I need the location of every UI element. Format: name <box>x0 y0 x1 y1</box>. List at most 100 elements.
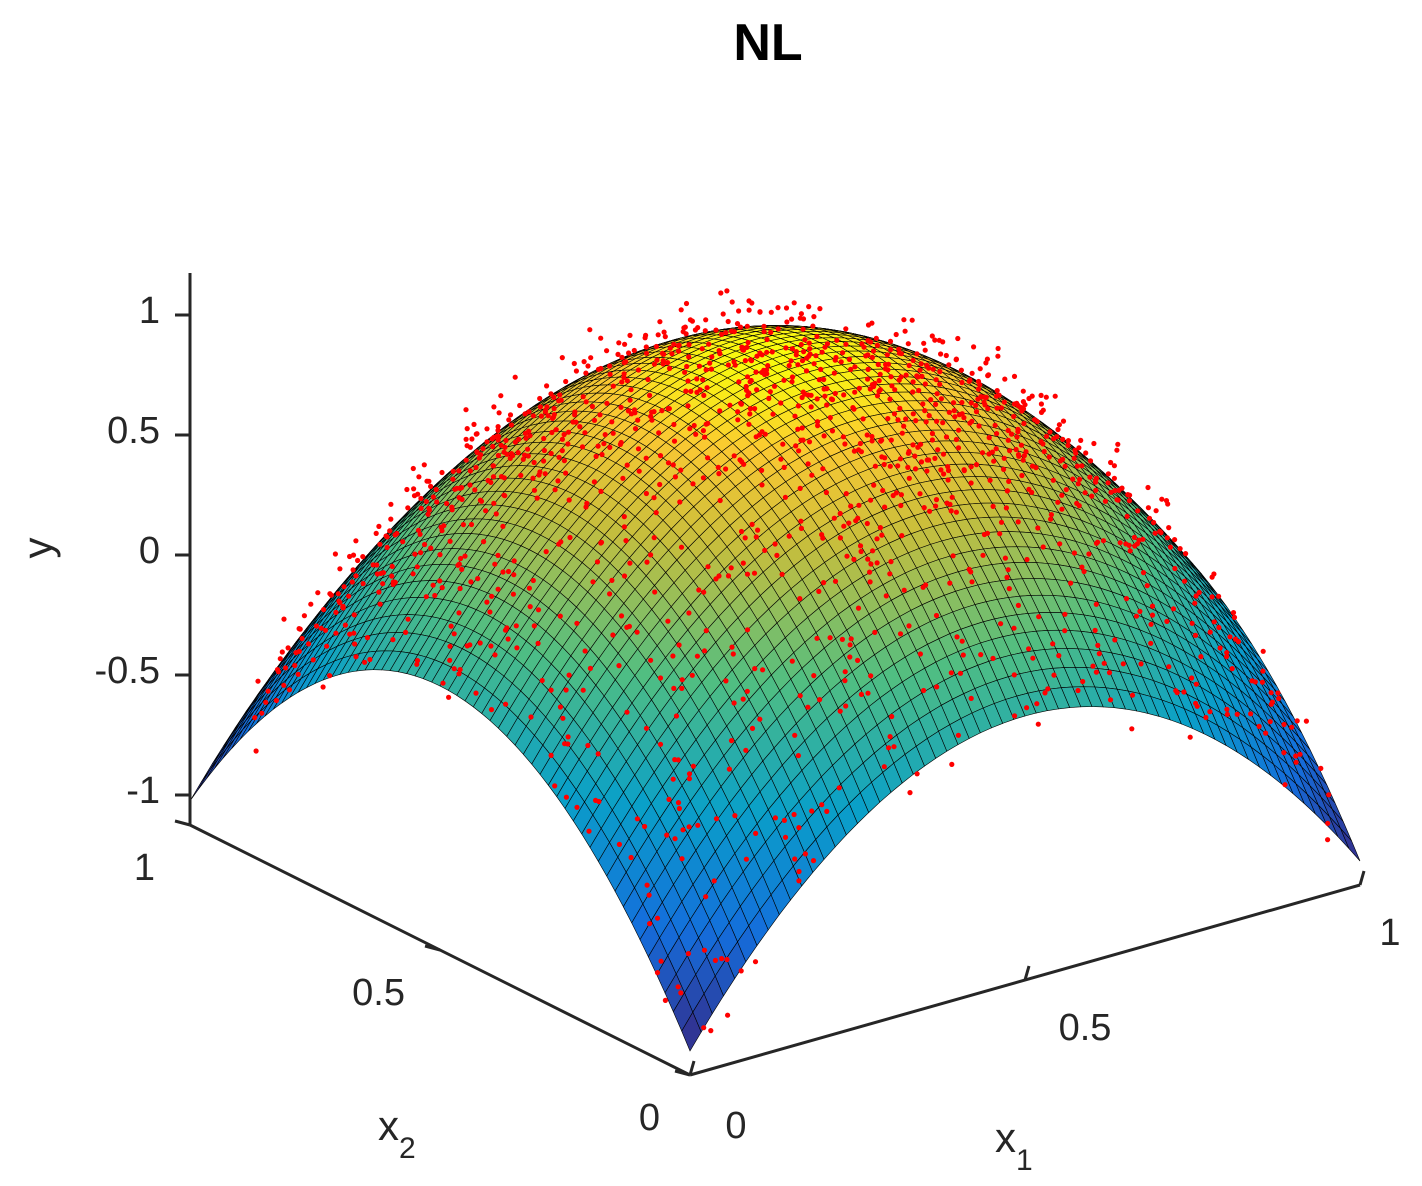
scatter-point <box>724 956 730 963</box>
scatter-point <box>1289 724 1295 730</box>
scatter-point <box>1034 701 1040 707</box>
scatter-point <box>724 288 730 294</box>
scatter-point <box>994 405 1000 411</box>
scatter-point <box>585 742 591 749</box>
scatter-point <box>1124 513 1130 520</box>
scatter-point <box>836 785 842 791</box>
scatter-point <box>531 487 538 493</box>
scatter-point <box>889 713 895 720</box>
scatter-point <box>1048 511 1054 518</box>
scatter-point <box>994 431 1000 437</box>
scatter-point <box>865 338 871 344</box>
scatter-point <box>795 362 801 368</box>
scatter-point <box>1189 620 1195 626</box>
scatter-point <box>902 328 908 334</box>
scatter-point <box>858 449 865 455</box>
scatter-point <box>1011 625 1017 631</box>
scatter-point <box>729 644 735 650</box>
scatter-point <box>932 455 938 461</box>
scatter-point <box>891 411 898 417</box>
scatter-point <box>725 1012 731 1018</box>
scatter-point <box>1282 782 1288 788</box>
scatter-point <box>384 534 390 540</box>
scatter-point <box>635 417 641 423</box>
scatter-point <box>803 368 810 374</box>
scatter-point <box>680 827 686 833</box>
scatter-point <box>995 353 1001 359</box>
scatter-point <box>488 643 494 649</box>
scatter-point <box>743 856 750 862</box>
scatter-point <box>635 446 642 452</box>
scatter-point <box>917 491 923 497</box>
scatter-point <box>868 497 874 503</box>
scatter-point <box>616 663 622 669</box>
scatter-point <box>561 458 568 464</box>
scatter-point <box>670 776 676 782</box>
scatter-point <box>353 654 359 660</box>
scatter-point <box>881 461 887 468</box>
scatter-point <box>1276 695 1282 702</box>
scatter-point <box>798 518 804 524</box>
scatter-point <box>478 498 485 504</box>
scatter-point <box>647 921 653 927</box>
scatter-point <box>548 450 554 457</box>
scatter-point <box>994 388 1000 394</box>
scatter-point <box>491 404 497 410</box>
scatter-point <box>669 351 675 357</box>
scatter-point <box>495 437 501 443</box>
scatter-point <box>505 636 511 642</box>
scatter-point <box>716 573 722 579</box>
scatter-point <box>558 539 564 545</box>
scatter-point <box>717 408 723 414</box>
scatter-point <box>428 483 434 489</box>
scatter-point <box>490 474 497 480</box>
scatter-point <box>968 695 974 702</box>
scatter-point <box>903 416 909 422</box>
scatter-point <box>871 482 877 488</box>
scatter-point <box>1036 614 1042 620</box>
scatter-point <box>872 629 878 636</box>
scatter-point <box>527 604 533 610</box>
scatter-point <box>370 562 376 568</box>
scatter-point <box>511 572 517 578</box>
scatter-point <box>557 613 563 619</box>
scatter-point <box>1033 465 1039 471</box>
scatter-point <box>483 508 489 514</box>
scatter-point <box>709 354 715 360</box>
scatter-point <box>598 335 604 341</box>
scatter-point <box>610 383 616 389</box>
scatter-point <box>761 323 767 329</box>
scatter-point <box>1060 418 1067 424</box>
scatter-point <box>817 306 823 312</box>
scatter-point <box>601 441 607 447</box>
scatter-point <box>731 359 737 365</box>
scatter-point <box>671 685 677 692</box>
scatter-point <box>841 392 847 398</box>
scatter-point <box>1318 765 1324 772</box>
scatter-point <box>827 635 833 641</box>
scatter-point <box>301 613 307 619</box>
scatter-point <box>809 472 815 478</box>
scatter-point <box>432 592 438 599</box>
scatter-point <box>484 599 490 605</box>
scatter-point <box>475 576 481 582</box>
scatter-point <box>676 642 682 648</box>
scatter-point <box>742 535 748 541</box>
scatter-point <box>530 577 536 584</box>
scatter-point <box>986 435 992 441</box>
scatter-point <box>423 594 429 600</box>
scatter-point <box>1002 555 1009 561</box>
scatter-point <box>531 623 537 629</box>
scatter-point <box>1224 650 1230 656</box>
scatter-point <box>694 653 701 659</box>
scatter-point <box>876 388 882 394</box>
scatter-point <box>424 478 430 484</box>
scatter-point <box>563 687 569 693</box>
scatter-point <box>843 703 849 709</box>
scatter-point <box>797 485 803 491</box>
scatter-point <box>253 748 259 754</box>
scatter-point <box>1056 422 1062 428</box>
scatter-point <box>806 340 812 346</box>
scatter-point <box>333 609 339 616</box>
scatter-point <box>781 377 787 383</box>
